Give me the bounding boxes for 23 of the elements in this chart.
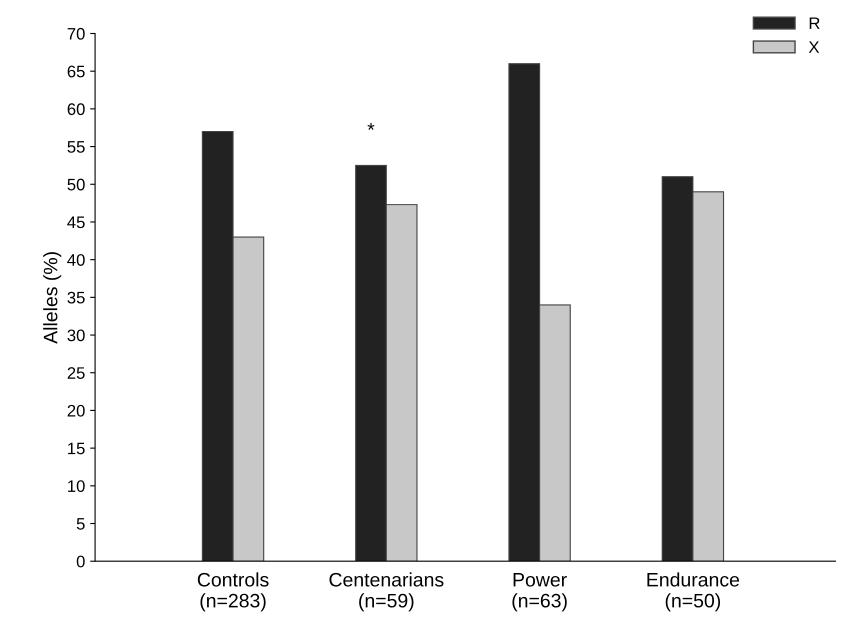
- y-tick-label: 15: [68, 442, 85, 454]
- y-tick-label: 20: [68, 404, 85, 417]
- x-tick-label: Controls (n=283): [198, 572, 269, 612]
- y-tick-label: 45: [67, 216, 85, 228]
- legend-label: X: [808, 41, 820, 53]
- x-tick-label: Centenarians (n=59): [329, 572, 444, 612]
- y-tick-label: 70: [68, 28, 85, 40]
- y-tick-label: 30: [67, 329, 85, 342]
- y-tick-label: 50: [67, 178, 85, 190]
- y-tick-label: 0: [76, 556, 85, 568]
- y-tick-label: 5: [76, 518, 85, 530]
- y-tick-label: 35: [67, 292, 85, 304]
- y-tick-label: 40: [67, 254, 85, 266]
- annotation: *: [368, 123, 374, 130]
- legend-label: R: [810, 17, 820, 29]
- y-tick-label: 25: [68, 367, 85, 379]
- x-tick-label: Endurance (n=50): [647, 572, 740, 612]
- y-tick-label: 55: [67, 141, 85, 153]
- y-tick-label: 10: [68, 480, 85, 492]
- y-tick-label: 65: [68, 66, 85, 78]
- y-axis-title: Alleles (%): [43, 252, 62, 344]
- y-tick-label: 60: [68, 103, 85, 116]
- x-tick-label: Power (n=63): [512, 573, 567, 612]
